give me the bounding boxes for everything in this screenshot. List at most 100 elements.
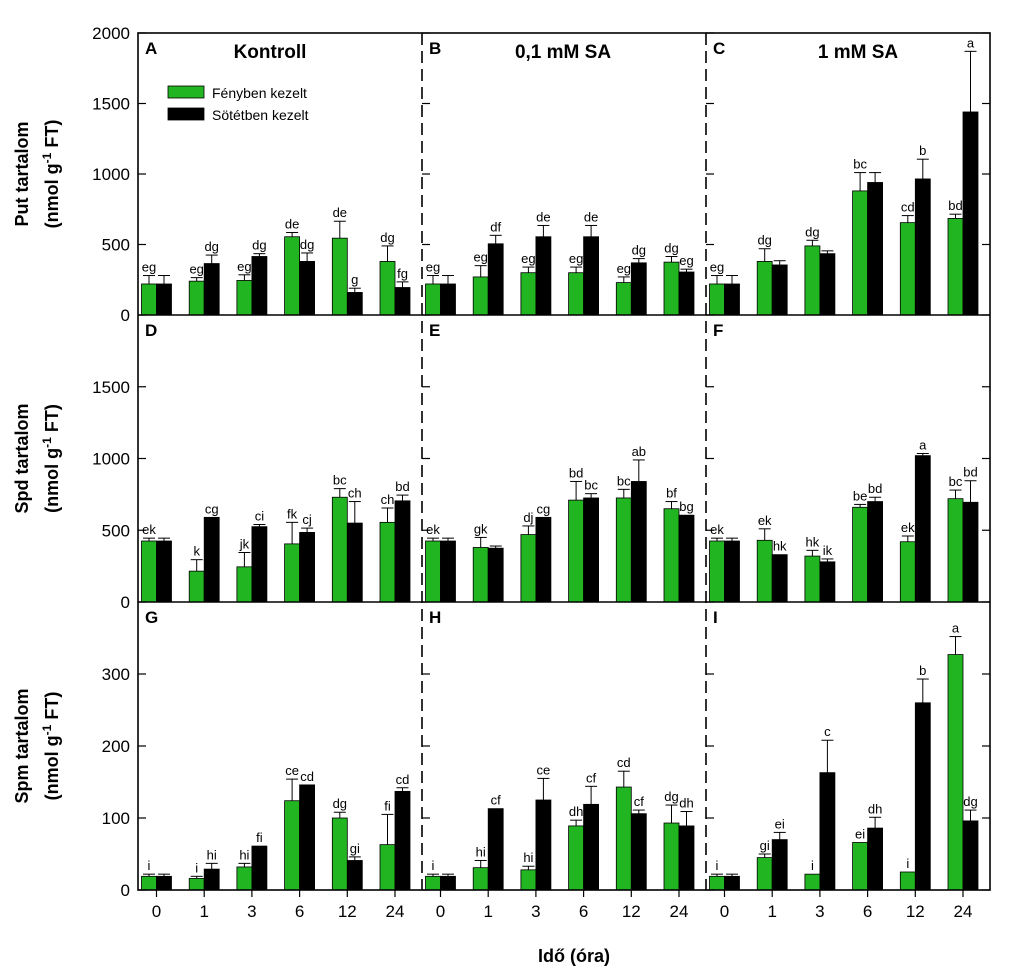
bar-light-d-4 — [331, 496, 348, 603]
significance-label: bc — [333, 473, 347, 488]
significance-label: bf — [666, 486, 677, 501]
significance-label: jk — [239, 536, 250, 551]
y-axis-title: Put tartalom — [12, 121, 32, 226]
bar-dark-e-2 — [535, 516, 552, 603]
significance-label: b — [919, 663, 926, 678]
bar-dark-b-2 — [535, 236, 552, 316]
significance-label: bd — [569, 465, 583, 480]
significance-label: i — [195, 860, 198, 875]
y-axis-unit-superscript: -1 — [40, 152, 54, 163]
significance-label: eg — [142, 260, 156, 275]
significance-label: hk — [773, 539, 787, 554]
legend-label: Sötétben kezelt — [212, 107, 309, 123]
bar-light-c-1 — [756, 261, 773, 316]
significance-label: de — [584, 209, 598, 224]
significance-label: i — [432, 858, 435, 873]
y-axis-unit-superscript: -1 — [40, 724, 54, 735]
bar-dark-a-1 — [203, 263, 220, 316]
bar-dark-h-2 — [535, 799, 552, 891]
y-tick-label: 0 — [121, 593, 130, 612]
significance-label: cf — [586, 770, 597, 785]
significance-label: cf — [491, 793, 502, 808]
significance-label: ek — [758, 513, 772, 528]
significance-label: be — [853, 488, 867, 503]
panel-letter: D — [145, 321, 157, 340]
bar-light-h-1 — [472, 867, 489, 891]
significance-label: dg — [632, 243, 646, 258]
x-tick-label: 24 — [386, 902, 405, 921]
bar-light-i-4 — [899, 871, 916, 891]
bar-light-b-5 — [663, 261, 680, 316]
y-axis-unit: (nmol g-1 FT) — [40, 404, 62, 513]
significance-label: gi — [350, 841, 360, 856]
significance-label: dh — [569, 804, 583, 819]
bar-light-f-3 — [852, 506, 868, 603]
bar-dark-g-5 — [394, 790, 411, 891]
bar-light-b-3 — [568, 272, 584, 316]
bar-light-g-1 — [188, 878, 205, 891]
bar-light-a-0 — [141, 283, 157, 316]
panel-letter: G — [145, 608, 158, 627]
bar-dark-e-4 — [630, 481, 647, 603]
bar-dark-d-1 — [203, 516, 220, 603]
bar-light-c-5 — [947, 218, 964, 316]
bar-light-d-3 — [284, 543, 301, 603]
significance-label: eg — [569, 251, 583, 266]
y-axis-unit-suffix: FT) — [42, 120, 62, 153]
significance-label: gk — [474, 521, 488, 536]
bar-dark-g-4 — [346, 860, 363, 891]
bar-light-i-0 — [709, 875, 725, 891]
significance-label: dg — [333, 796, 347, 811]
y-tick-label: 1500 — [92, 95, 130, 114]
bar-light-g-0 — [141, 875, 157, 891]
x-tick-label: 12 — [338, 902, 357, 921]
bar-dark-d-0 — [156, 540, 172, 603]
x-tick-label: 24 — [670, 902, 689, 921]
y-tick-label: 1000 — [92, 450, 130, 469]
significance-label: ce — [285, 763, 299, 778]
bar-dark-e-3 — [583, 497, 599, 603]
significance-label: eg — [426, 260, 440, 275]
bar-dark-b-3 — [583, 236, 599, 316]
column-title: 0,1 mM SA — [515, 42, 611, 63]
bar-light-b-4 — [615, 282, 632, 316]
bar-dark-h-0 — [440, 875, 456, 891]
bar-light-f-2 — [804, 555, 821, 603]
bar-dark-c-3 — [867, 182, 883, 316]
column-title: Kontroll — [234, 42, 307, 63]
significance-label: bg — [679, 499, 693, 514]
bar-dark-b-4 — [630, 262, 647, 316]
significance-label: eg — [617, 261, 631, 276]
bar-dark-i-2 — [819, 772, 836, 891]
significance-label: k — [193, 544, 200, 559]
significance-label: dg — [664, 240, 678, 255]
bar-light-e-3 — [568, 499, 584, 603]
bar-light-d-2 — [236, 566, 253, 603]
y-axis-unit-prefix: (nmol g — [42, 735, 62, 800]
significance-label: cd — [617, 755, 631, 770]
bar-light-i-2 — [804, 873, 821, 891]
y-axis-unit: (nmol g-1 FT) — [40, 120, 62, 229]
bar-dark-b-0 — [440, 283, 456, 316]
x-tick-label: 0 — [720, 902, 729, 921]
y-axis-unit-prefix: (nmol g — [42, 163, 62, 228]
significance-label: hi — [239, 847, 249, 862]
y-tick-label: 100 — [102, 809, 130, 828]
x-tick-label: 12 — [906, 902, 925, 921]
bar-light-f-1 — [756, 539, 773, 603]
x-axis-title: Idő (óra) — [538, 946, 610, 966]
significance-label: ab — [632, 444, 646, 459]
panel-letter: H — [429, 608, 441, 627]
bar-light-c-2 — [804, 245, 821, 316]
x-tick-label: 3 — [247, 902, 256, 921]
bar-dark-i-1 — [771, 839, 788, 891]
bar-light-g-5 — [379, 844, 396, 891]
x-tick-label: 1 — [199, 902, 208, 921]
bar-dark-g-1 — [203, 868, 220, 891]
y-axis-unit: (nmol g-1 FT) — [40, 692, 62, 801]
significance-label: eg — [679, 253, 693, 268]
bar-light-h-3 — [568, 825, 584, 891]
bar-light-b-1 — [472, 276, 489, 316]
significance-label: gi — [760, 838, 770, 853]
bar-dark-h-1 — [487, 808, 504, 891]
